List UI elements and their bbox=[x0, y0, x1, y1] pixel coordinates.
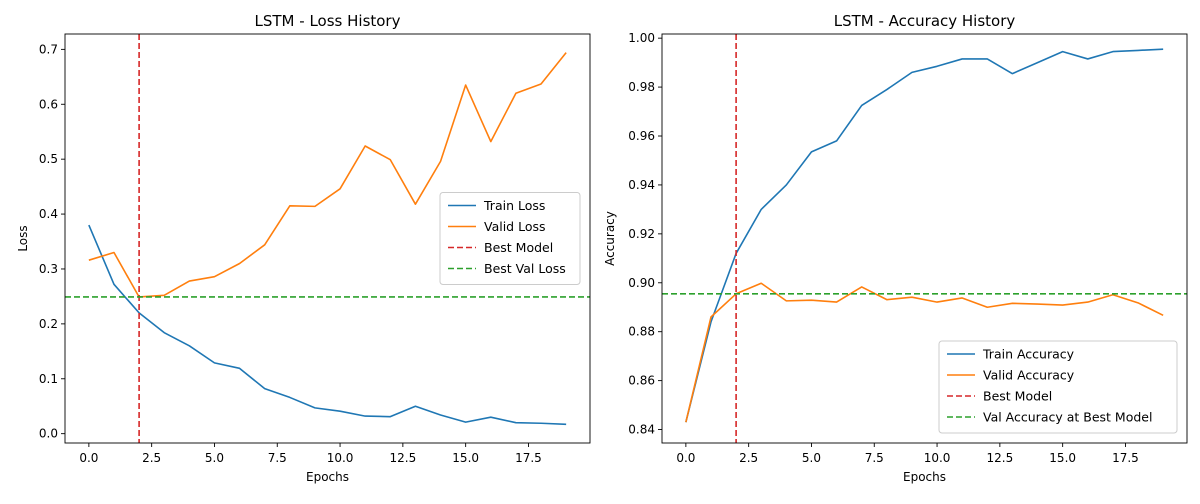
series-line-valid-accuracy bbox=[685, 282, 1164, 423]
series-line-train-loss bbox=[88, 224, 567, 426]
x-tick-label: 7.5 bbox=[268, 451, 287, 465]
series-line-valid-loss bbox=[88, 52, 567, 298]
y-tick-label: 0.5 bbox=[39, 152, 58, 166]
y-tick-label: 0.88 bbox=[628, 325, 655, 339]
chart-title: LSTM - Loss History bbox=[255, 12, 401, 30]
y-tick-label: 0.92 bbox=[628, 227, 655, 241]
legend-label: Train Accuracy bbox=[982, 347, 1075, 362]
plot-area bbox=[662, 34, 1187, 443]
legend-label: Valid Accuracy bbox=[983, 368, 1075, 383]
x-tick-label: 17.5 bbox=[515, 451, 542, 465]
legend-label: Best Model bbox=[983, 389, 1052, 404]
x-tick-label: 15.0 bbox=[452, 451, 479, 465]
legend: Train Accuracy Valid Accuracy Best Model Va… bbox=[938, 340, 1178, 434]
legend-label: Best Model bbox=[484, 240, 553, 255]
legend-label: Valid Loss bbox=[484, 219, 546, 234]
y-tick-label: 0.6 bbox=[39, 97, 58, 111]
y-axis-label: Loss bbox=[16, 225, 30, 251]
legend-box bbox=[439, 192, 581, 285]
y-tick-label: 0.90 bbox=[628, 276, 655, 290]
x-tick-label: 0.0 bbox=[676, 451, 695, 465]
y-tick-label: 0.3 bbox=[39, 262, 58, 276]
y-tick-label: 0.2 bbox=[39, 317, 58, 331]
x-tick-label: 10.0 bbox=[924, 451, 951, 465]
x-tick-label: 0.0 bbox=[79, 451, 98, 465]
plot-area bbox=[65, 34, 590, 443]
x-tick-label: 5.0 bbox=[205, 451, 224, 465]
legend: Train Loss Valid Loss Best Model Best Val L… bbox=[439, 192, 581, 285]
x-axis-label: Epochs bbox=[903, 470, 946, 484]
x-tick-label: 12.5 bbox=[986, 451, 1013, 465]
x-tick-label: 5.0 bbox=[802, 451, 821, 465]
legend-label: Val Accuracy at Best Model bbox=[983, 410, 1152, 425]
y-tick-label: 0.98 bbox=[628, 80, 655, 94]
axes-frame bbox=[64, 33, 591, 444]
y-tick-label: 0.86 bbox=[628, 374, 655, 388]
series-line-train-accuracy bbox=[685, 48, 1164, 423]
legend-label: Train Loss bbox=[483, 198, 545, 213]
x-tick-label: 2.5 bbox=[142, 451, 161, 465]
x-tick-label: 2.5 bbox=[739, 451, 758, 465]
x-tick-label: 10.0 bbox=[327, 451, 354, 465]
y-axis-label: Accuracy bbox=[603, 211, 617, 266]
y-tick-label: 1.00 bbox=[628, 31, 655, 45]
chart-1: LSTM - Loss History 0.0 2.5 5.0 7.5 10.0 12.5 1… bbox=[16, 12, 591, 484]
chart-title: LSTM - Accuracy History bbox=[834, 12, 1016, 30]
y-tick-label: 0.0 bbox=[39, 427, 58, 441]
x-tick-label: 17.5 bbox=[1112, 451, 1139, 465]
y-tick-label: 0.4 bbox=[39, 207, 58, 221]
y-tick-label: 0.96 bbox=[628, 129, 655, 143]
y-tick-label: 0.94 bbox=[628, 178, 655, 192]
legend-box bbox=[938, 340, 1178, 434]
y-tick-label: 0.84 bbox=[628, 423, 655, 437]
y-tick-label: 0.7 bbox=[39, 42, 58, 56]
x-tick-label: 7.5 bbox=[865, 451, 884, 465]
legend-label: Best Val Loss bbox=[484, 261, 566, 276]
x-axis-label: Epochs bbox=[306, 470, 349, 484]
y-tick-label: 0.1 bbox=[39, 372, 58, 386]
x-tick-label: 15.0 bbox=[1049, 451, 1076, 465]
axes-frame bbox=[661, 33, 1188, 444]
x-tick-label: 12.5 bbox=[389, 451, 416, 465]
chart-2: LSTM - Accuracy History 0.0 2.5 5.0 7.5 10.0 1… bbox=[603, 12, 1188, 484]
